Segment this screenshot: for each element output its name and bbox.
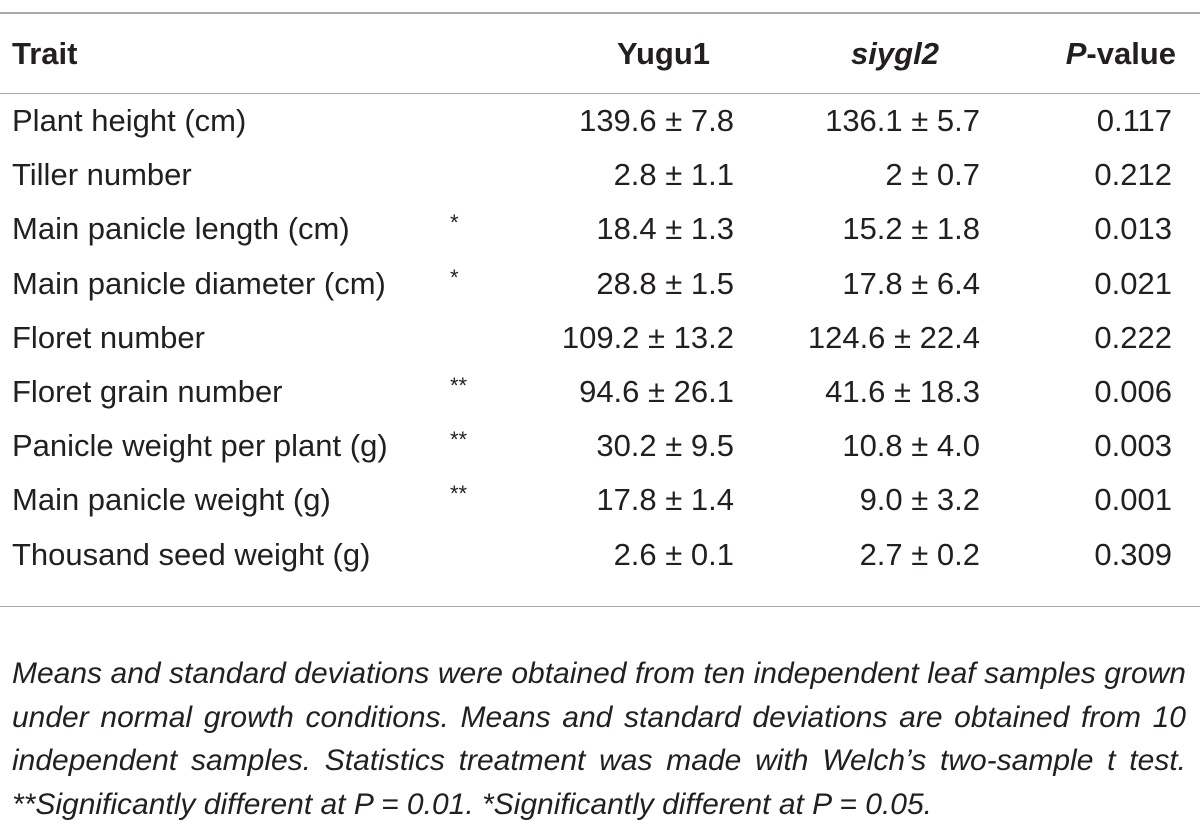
table-body: Plant height (cm) 139.6 ± 7.8 136.1 ± 5.… xyxy=(0,94,1200,582)
cell-siygl2: 41.6 ± 18.3 xyxy=(825,374,980,410)
header-row: Trait Yugu1 siygl2 P-value xyxy=(0,0,1200,94)
table-bottom-rule xyxy=(0,606,1200,607)
cell-siygl2: 124.6 ± 22.4 xyxy=(807,319,980,355)
cell-significance: ** xyxy=(450,473,510,527)
cell-significance xyxy=(450,94,510,148)
cell-siygl2: 10.8 ± 4.0 xyxy=(842,428,980,464)
cell-yugu1: 94.6 ± 26.1 xyxy=(579,374,734,410)
cell-trait: Panicle weight per plant (g) xyxy=(12,428,388,464)
cell-significance: * xyxy=(450,202,510,256)
cell-trait: Main panicle weight (g) xyxy=(12,482,331,518)
header-trait: Trait xyxy=(12,36,78,71)
cell-pvalue: 0.212 xyxy=(1094,157,1172,193)
cell-trait: Main panicle length (cm) xyxy=(12,211,350,247)
cell-siygl2: 2 ± 0.7 xyxy=(885,157,980,193)
header-significance xyxy=(450,0,510,94)
cell-yugu1: 2.8 ± 1.1 xyxy=(613,157,734,193)
header-siygl2: siygl2 xyxy=(851,36,939,71)
cell-pvalue: 0.013 xyxy=(1094,211,1172,247)
table-row: Tiller number 2.8 ± 1.1 2 ± 0.7 0.212 xyxy=(0,148,1200,202)
cell-siygl2: 9.0 ± 3.2 xyxy=(859,482,980,518)
cell-significance: ** xyxy=(450,365,510,419)
cell-pvalue: 0.222 xyxy=(1094,319,1172,355)
cell-pvalue: 0.006 xyxy=(1094,374,1172,410)
cell-trait: Main panicle diameter (cm) xyxy=(12,265,386,301)
table-header-rule xyxy=(0,93,1200,94)
header-pvalue: P-value xyxy=(1020,0,1200,94)
cell-yugu1: 17.8 ± 1.4 xyxy=(596,482,734,518)
table-row: Thousand seed weight (g) 2.6 ± 0.1 2.7 ±… xyxy=(0,528,1200,582)
significance-marker: ** xyxy=(450,481,468,507)
table-row: Main panicle diameter (cm) * 28.8 ± 1.5 … xyxy=(0,257,1200,311)
cell-yugu1: 139.6 ± 7.8 xyxy=(579,103,734,139)
cell-trait: Tiller number xyxy=(12,157,192,193)
cell-yugu1: 2.6 ± 0.1 xyxy=(613,536,734,572)
header-yugu1: Yugu1 xyxy=(616,36,710,71)
cell-significance xyxy=(450,148,510,202)
cell-yugu1: 28.8 ± 1.5 xyxy=(596,265,734,301)
table-row: Main panicle weight (g) ** 17.8 ± 1.4 9.… xyxy=(0,473,1200,527)
cell-yugu1: 18.4 ± 1.3 xyxy=(596,211,734,247)
table-footnote: Means and standard deviations were obtai… xyxy=(12,657,1186,821)
cell-pvalue: 0.021 xyxy=(1094,265,1172,301)
cell-significance: ** xyxy=(450,419,510,473)
cell-significance xyxy=(450,311,510,365)
header-pvalue-italic: P xyxy=(1065,36,1087,71)
cell-siygl2: 136.1 ± 5.7 xyxy=(825,103,980,139)
cell-yugu1: 109.2 ± 13.2 xyxy=(561,319,734,355)
significance-marker: ** xyxy=(450,427,468,453)
cell-significance xyxy=(450,528,510,582)
cell-pvalue: 0.117 xyxy=(1096,103,1172,139)
cell-trait: Plant height (cm) xyxy=(12,103,247,139)
table-row: Main panicle length (cm) * 18.4 ± 1.3 15… xyxy=(0,202,1200,256)
cell-siygl2: 17.8 ± 6.4 xyxy=(842,265,980,301)
cell-pvalue: 0.309 xyxy=(1094,536,1172,572)
cell-trait: Floret grain number xyxy=(12,374,283,410)
cell-siygl2: 2.7 ± 0.2 xyxy=(859,536,980,572)
cell-significance: * xyxy=(450,257,510,311)
cell-pvalue: 0.001 xyxy=(1094,482,1172,518)
table-row: Floret grain number ** 94.6 ± 26.1 41.6 … xyxy=(0,365,1200,419)
traits-table: Trait Yugu1 siygl2 P-value Plant height … xyxy=(0,0,1200,582)
table-row: Panicle weight per plant (g) ** 30.2 ± 9… xyxy=(0,419,1200,473)
cell-trait: Floret number xyxy=(12,319,205,355)
table-row: Floret number 109.2 ± 13.2 124.6 ± 22.4 … xyxy=(0,311,1200,365)
cell-pvalue: 0.003 xyxy=(1094,428,1172,464)
significance-marker: ** xyxy=(450,373,468,399)
table-top-rule xyxy=(0,12,1200,14)
significance-marker: * xyxy=(450,264,459,290)
table-row: Plant height (cm) 139.6 ± 7.8 136.1 ± 5.… xyxy=(0,94,1200,148)
cell-trait: Thousand seed weight (g) xyxy=(12,536,371,572)
table-header: Trait Yugu1 siygl2 P-value xyxy=(0,0,1200,94)
header-pvalue-rest: -value xyxy=(1086,36,1176,71)
significance-marker: * xyxy=(450,210,459,236)
cell-siygl2: 15.2 ± 1.8 xyxy=(842,211,980,247)
cell-yugu1: 30.2 ± 9.5 xyxy=(596,428,734,464)
